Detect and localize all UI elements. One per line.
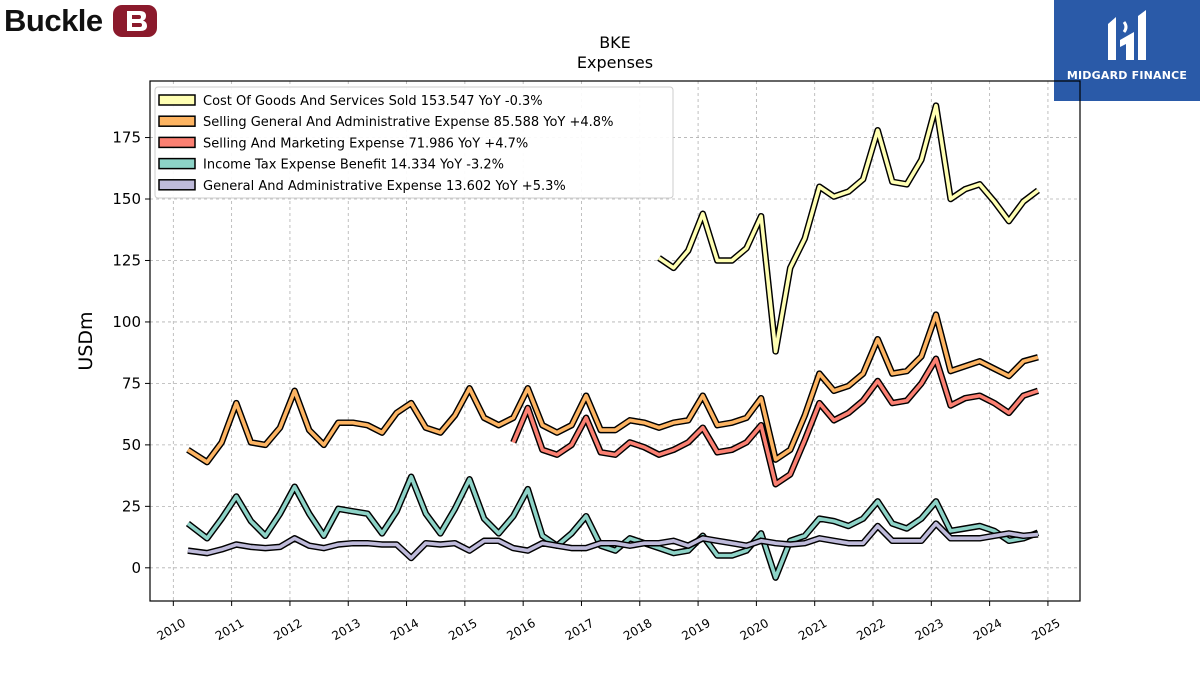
x-tick-label: 2020 xyxy=(738,616,771,643)
legend-label-sm: Selling And Marketing Expense 71.986 YoY… xyxy=(203,136,528,151)
legend-swatch-sga xyxy=(158,115,196,127)
y-tick-label: 0 xyxy=(131,559,141,577)
legend-label-cogs: Cost Of Goods And Services Sold 153.547 … xyxy=(203,94,543,109)
x-tick-label: 2019 xyxy=(679,616,712,643)
buckle-logo-text: Buckle xyxy=(4,3,103,38)
series-outline-sga xyxy=(186,311,1039,466)
y-axis-label: USDm xyxy=(75,311,97,370)
midgard-logo-text: MIDGARD FINANCE xyxy=(1066,69,1188,82)
x-tick-label: 2022 xyxy=(854,616,887,643)
x-tick-label: 2021 xyxy=(796,616,829,643)
buckle-logo: Buckle xyxy=(4,4,157,38)
y-tick-label: 150 xyxy=(112,190,141,208)
midgard-logo: MIDGARD FINANCE xyxy=(1054,0,1200,101)
legend: Cost Of Goods And Services Sold 153.547 … xyxy=(154,86,674,199)
legend-swatch-tax xyxy=(158,157,196,170)
legend-swatch-ga xyxy=(158,179,196,191)
y-tick-label: 50 xyxy=(122,436,141,454)
x-tick-label: 2023 xyxy=(913,616,946,643)
x-tick-label: 2014 xyxy=(388,616,421,643)
x-tick-label: 2018 xyxy=(621,616,654,643)
y-tick-label: 125 xyxy=(112,251,141,269)
x-tick-label: 2024 xyxy=(971,616,1004,643)
midgard-mark-icon xyxy=(1108,10,1146,60)
x-tick-label: 2011 xyxy=(213,616,246,643)
legend-swatch-sm xyxy=(158,136,196,149)
buckle-badge-icon xyxy=(112,5,157,37)
chart-subtitle: Expenses xyxy=(577,53,653,72)
y-tick-label: 25 xyxy=(122,497,141,515)
y-tick-label: 175 xyxy=(112,129,141,147)
legend-swatch-cogs xyxy=(158,94,196,106)
y-tick-label: 100 xyxy=(112,313,141,331)
legend-label-tax: Income Tax Expense Benefit 14.334 YoY -3… xyxy=(203,158,504,173)
series-outline-sm xyxy=(510,355,1040,488)
x-tick-label: 2025 xyxy=(1029,616,1062,643)
x-tick-label: 2013 xyxy=(330,616,363,643)
series-lines xyxy=(185,102,1040,581)
series-line-cogs xyxy=(657,103,1040,354)
series-line-tax xyxy=(186,474,1039,580)
y-tick-label: 75 xyxy=(122,374,141,392)
x-tick-label: 2015 xyxy=(446,616,479,643)
series-line-sga xyxy=(186,312,1039,464)
legend-label-sga: Selling General And Administrative Expen… xyxy=(203,115,613,130)
x-tick-label: 2012 xyxy=(271,616,304,643)
plot-frame xyxy=(149,80,1081,602)
legend-label-ga: General And Administrative Expense 13.60… xyxy=(203,179,566,194)
series-line-sm xyxy=(511,356,1039,487)
series-outline-cogs xyxy=(657,102,1040,355)
x-tick-label: 2016 xyxy=(504,616,537,643)
chart-title: BKE xyxy=(599,33,631,52)
legend-box xyxy=(154,86,674,199)
x-tick-label: 2017 xyxy=(563,616,596,643)
x-tick-label: 2010 xyxy=(155,616,188,643)
series-line-ga xyxy=(187,521,1039,560)
